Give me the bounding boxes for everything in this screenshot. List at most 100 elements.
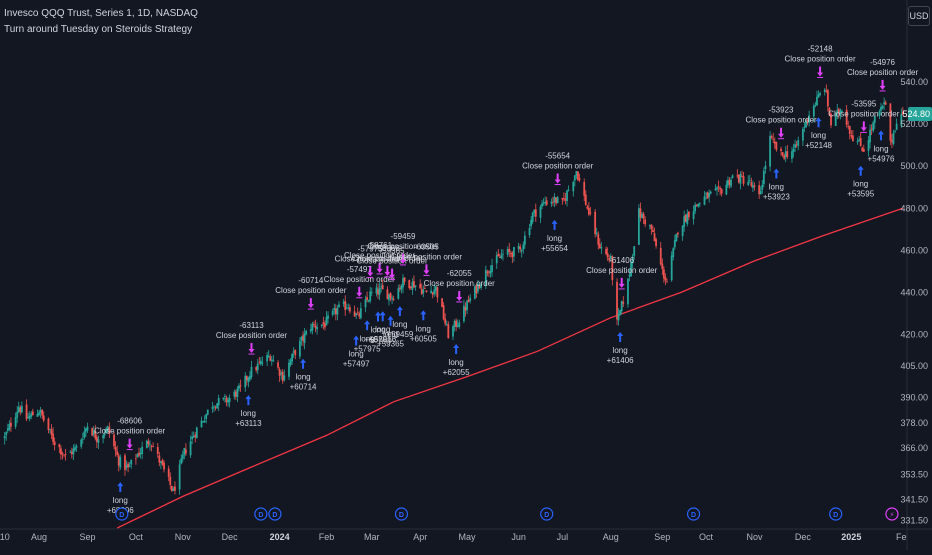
candle-body xyxy=(791,151,793,159)
dividend-event-marker[interactable]: D xyxy=(829,507,843,521)
candle-body xyxy=(884,102,887,105)
close-exit-marker[interactable]: Close position order-58966 xyxy=(352,244,423,278)
close-exit-marker[interactable]: Close position order-55654 xyxy=(522,152,594,186)
dividend-event-marker[interactable]: D xyxy=(254,507,268,521)
candle-body xyxy=(520,249,523,252)
exit-value: -63113 xyxy=(239,321,264,330)
candle-body xyxy=(555,197,557,204)
long-entry-marker[interactable]: long+59365 xyxy=(377,315,405,349)
candle-body xyxy=(49,428,51,430)
candle xyxy=(19,405,22,416)
close-exit-marker[interactable]: Close position order-57975 xyxy=(335,245,406,279)
candle-body xyxy=(322,322,325,325)
candle xyxy=(92,426,95,437)
candle xyxy=(270,355,273,366)
event-markers-layer[interactable]: D D D D D D D ⚡ xyxy=(115,507,899,521)
close-exit-marker[interactable]: Close position order-68606 xyxy=(94,417,166,451)
candle xyxy=(217,394,220,412)
dividend-event-marker[interactable]: ⚡ xyxy=(885,507,899,521)
dividend-event-marker[interactable]: D xyxy=(686,507,701,521)
long-entry-marker[interactable]: long+53595 xyxy=(847,165,875,199)
long-entry-marker[interactable]: long+58966 xyxy=(369,311,397,344)
long-entry-marker[interactable]: long+57975 xyxy=(354,320,381,353)
long-entry-marker[interactable]: long+59459 xyxy=(386,306,414,339)
candle xyxy=(841,109,843,113)
candle xyxy=(267,350,270,358)
candle xyxy=(453,319,456,332)
close-exit-marker[interactable]: Close position order-57497 xyxy=(324,265,395,299)
candle-body xyxy=(17,406,20,413)
close-exit-marker[interactable]: Close position order-60714 xyxy=(275,276,347,310)
candle-body xyxy=(259,360,262,365)
currency-button[interactable]: USD xyxy=(908,6,930,26)
close-exit-marker[interactable]: Close position order-60505 xyxy=(391,242,462,276)
dividend-event-marker[interactable]: D xyxy=(268,507,282,521)
candle-body xyxy=(758,185,761,195)
candle-body xyxy=(14,417,17,427)
candle xyxy=(737,174,740,184)
long-entry-marker[interactable]: long+61406 xyxy=(607,331,634,365)
dividend-event-marker[interactable]: D xyxy=(115,507,129,521)
close-exit-marker[interactable]: Close position order-52148 xyxy=(785,44,856,78)
exit-label: Close position order xyxy=(324,275,395,284)
strategy-title[interactable]: Turn around Tuesday on Steroids Strategy xyxy=(4,24,193,35)
exit-label: Close position order xyxy=(352,254,423,263)
candle-body xyxy=(213,406,215,408)
candle-body xyxy=(369,291,372,302)
candle-body xyxy=(92,430,95,435)
long-entry-marker[interactable]: long+58761 xyxy=(365,311,392,345)
candle xyxy=(456,319,459,328)
candle-body xyxy=(58,444,61,448)
candle xyxy=(138,447,140,458)
close-exit-marker[interactable]: Close position order-53923 xyxy=(745,106,817,140)
long-entry-marker[interactable]: long+55654 xyxy=(541,219,569,253)
long-entry-marker[interactable]: long+53923 xyxy=(763,168,790,201)
candle xyxy=(145,439,148,449)
dividend-event-marker[interactable]: D xyxy=(394,507,409,521)
candle xyxy=(477,280,479,294)
close-arrow-icon xyxy=(860,121,867,132)
price-tick-label: 331.50 xyxy=(900,516,928,526)
candle xyxy=(338,301,340,308)
candle-body xyxy=(542,202,545,203)
close-exit-marker[interactable]: Close position order-53595 xyxy=(828,99,900,133)
close-exit-marker[interactable]: Close position order-54976 xyxy=(847,58,918,92)
close-exit-marker[interactable]: Close position order-61406 xyxy=(586,256,658,290)
candle-body xyxy=(206,409,209,415)
candle xyxy=(848,125,851,140)
close-exit-marker[interactable]: Close position order-59459 xyxy=(367,232,439,266)
long-entry-marker[interactable]: long+60505 xyxy=(410,310,437,343)
close-exit-marker[interactable]: Close position order-63113 xyxy=(216,321,287,355)
long-entry-marker[interactable]: long+54976 xyxy=(868,130,895,163)
candle-body xyxy=(442,305,445,320)
candle-body xyxy=(719,187,722,190)
long-entry-marker[interactable]: long+62055 xyxy=(443,343,470,377)
candle xyxy=(64,448,67,461)
candle xyxy=(292,347,295,358)
close-exit-marker[interactable]: Close position order-62055 xyxy=(424,269,495,303)
candle xyxy=(880,102,882,115)
dividend-event-marker[interactable]: D xyxy=(540,507,554,521)
long-entry-marker[interactable]: long+63113 xyxy=(235,395,262,428)
candle-body xyxy=(141,446,144,455)
close-exit-marker[interactable]: Close position order-59365 xyxy=(357,247,428,281)
candle-body xyxy=(670,255,673,281)
long-entry-marker[interactable]: long+57497 xyxy=(343,335,370,369)
long-entry-marker[interactable]: long+60714 xyxy=(290,358,317,392)
time-tick-label: Dec xyxy=(222,532,239,542)
price-axis[interactable]: 331.50 341.50 353.50 366.00 378.00 390.00 405.… xyxy=(900,77,932,526)
entry-label: long xyxy=(241,409,256,418)
time-axis[interactable]: 10 Aug Sep Oct Nov Dec 2024 Feb Mar Apr May Jun Jul A… xyxy=(0,532,907,542)
candle-body xyxy=(694,204,697,212)
candle-body xyxy=(333,308,336,311)
candle-body xyxy=(708,193,711,197)
candle-body xyxy=(72,448,75,455)
long-entry-marker[interactable]: long+52148 xyxy=(805,117,833,150)
close-exit-marker[interactable]: Close position order-58761 xyxy=(344,241,415,275)
candle xyxy=(748,174,751,184)
candle xyxy=(509,250,512,258)
candle xyxy=(149,440,151,451)
candle-body xyxy=(859,138,862,147)
